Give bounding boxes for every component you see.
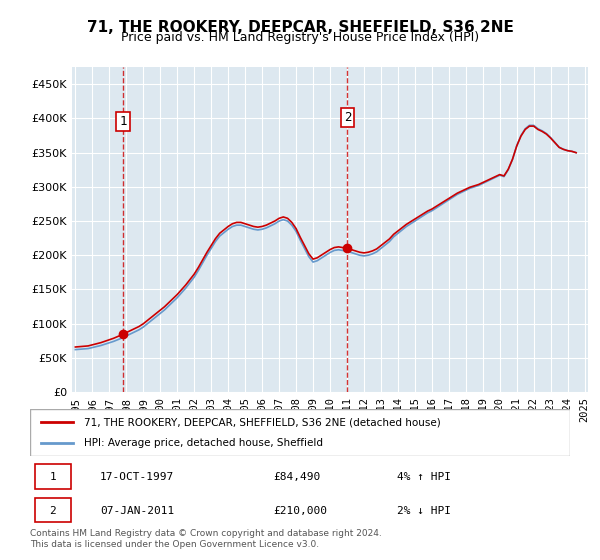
Text: £84,490: £84,490 — [273, 472, 320, 482]
FancyBboxPatch shape — [35, 464, 71, 489]
Text: 07-JAN-2011: 07-JAN-2011 — [100, 506, 175, 516]
Text: 1: 1 — [119, 115, 127, 128]
Text: Contains HM Land Registry data © Crown copyright and database right 2024.
This d: Contains HM Land Registry data © Crown c… — [30, 529, 382, 549]
Text: £210,000: £210,000 — [273, 506, 327, 516]
FancyBboxPatch shape — [116, 111, 130, 131]
Text: 17-OCT-1997: 17-OCT-1997 — [100, 472, 175, 482]
Text: 2: 2 — [344, 111, 351, 124]
FancyBboxPatch shape — [341, 108, 354, 127]
Text: 71, THE ROOKERY, DEEPCAR, SHEFFIELD, S36 2NE (detached house): 71, THE ROOKERY, DEEPCAR, SHEFFIELD, S36… — [84, 417, 441, 427]
Text: 1: 1 — [49, 472, 56, 482]
Text: Price paid vs. HM Land Registry's House Price Index (HPI): Price paid vs. HM Land Registry's House … — [121, 31, 479, 44]
FancyBboxPatch shape — [35, 498, 71, 522]
Text: 2% ↓ HPI: 2% ↓ HPI — [397, 506, 451, 516]
Text: 71, THE ROOKERY, DEEPCAR, SHEFFIELD, S36 2NE: 71, THE ROOKERY, DEEPCAR, SHEFFIELD, S36… — [86, 20, 514, 35]
Text: 4% ↑ HPI: 4% ↑ HPI — [397, 472, 451, 482]
FancyBboxPatch shape — [30, 409, 570, 456]
Text: 2: 2 — [49, 506, 56, 516]
Text: HPI: Average price, detached house, Sheffield: HPI: Average price, detached house, Shef… — [84, 438, 323, 448]
